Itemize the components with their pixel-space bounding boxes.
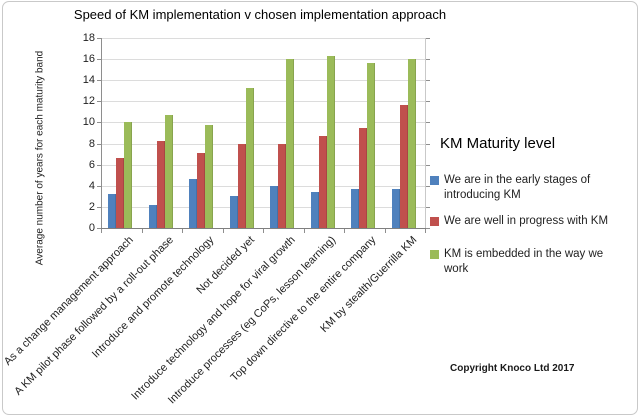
gridline [101,101,425,103]
legend-item-early-stages: We are in the early stages of introducin… [430,173,632,203]
x-axis-line [101,228,426,229]
y-tick-label: 8 [88,137,95,150]
bar [164,115,173,228]
gridline [101,122,425,124]
bar [310,192,319,228]
y-axis-tick [97,101,101,103]
y-axis-tick-right [426,164,430,166]
x-axis-tick [344,229,345,233]
y-tick-label: 12 [82,95,95,108]
y-axis-tick [97,228,101,229]
gridline [101,164,425,166]
y-tick-label: 4 [88,179,95,192]
bar [399,104,408,228]
bar [205,124,214,228]
x-axis-tick [222,229,224,233]
y-axis-tick-right [426,122,430,124]
bar [286,59,295,228]
y-axis-tick [97,59,101,61]
chart-title: Speed of KM implementation v chosen impl… [73,7,447,22]
gridline [101,185,425,187]
legend-item-embedded: KM is embedded in the way we work [430,247,632,277]
x-axis-tick [303,229,305,233]
bar [359,127,368,228]
y-axis-tick [97,122,101,124]
bar [407,59,416,228]
y-axis-tick [97,206,101,208]
x-axis-tick [425,229,426,233]
y-axis-tick-right [426,206,430,208]
plot-right-border [425,38,426,228]
y-axis-tick [97,38,101,39]
y-axis-tick [97,143,101,145]
legend-swatch-red-icon [430,217,439,226]
bar [197,153,206,228]
y-axis-tick-right [426,143,430,145]
x-axis-tick [384,229,386,233]
x-axis-tick [141,229,143,233]
bar [245,87,254,228]
y-axis-title: Average number of years for each maturit… [34,50,46,266]
legend-swatch-green-icon [430,250,439,259]
y-tick-label: 2 [88,200,95,213]
bar [124,122,133,228]
bar [189,179,198,228]
bar [156,141,165,228]
bar [351,188,360,228]
y-axis-tick [97,164,101,166]
bar [148,204,157,228]
y-axis-tick [97,185,101,187]
y-axis-tick-right [426,228,430,229]
bar [326,55,335,228]
y-tick-label: 14 [82,74,95,87]
legend-label: We are in the early stages of introducin… [444,174,591,201]
bar [237,143,246,228]
legend-item-in-progress: We are well in progress with KM [430,214,632,229]
copyright-text: Copyright Knoco Ltd 2017 [450,363,575,374]
legend-label: KM is embedded in the way we work [444,248,604,275]
bar [391,188,400,228]
x-axis-tick [263,229,264,233]
y-axis-tick-right [426,101,430,103]
y-axis-tick [97,80,101,82]
y-tick-label: 6 [88,158,95,171]
y-tick-label: 10 [82,116,95,129]
bar [278,143,287,228]
x-axis-tick [101,229,102,233]
bar [229,196,238,228]
gridline [101,59,425,61]
y-axis-tick-right [426,38,430,39]
y-tick-label: 0 [88,222,95,234]
bar [108,194,117,228]
legend: KM Maturity level We are in the early st… [430,134,632,288]
bar [116,158,125,228]
bar [367,63,376,228]
gridline [101,38,425,39]
legend-title: KM Maturity level [440,135,556,152]
y-tick-label: 18 [82,32,95,44]
y-axis-tick-right [426,80,430,82]
bar [270,185,279,228]
x-axis-tick [182,229,183,233]
gridline [101,80,425,82]
y-axis-line [101,38,102,228]
gridline [101,143,425,145]
legend-swatch-blue-icon [430,176,439,185]
legend-label: We are well in progress with KM [444,215,609,227]
gridline [101,206,425,208]
bar [318,136,327,228]
y-axis-tick-right [426,59,430,61]
y-tick-label: 16 [82,53,95,66]
y-axis-tick-right [426,185,430,187]
